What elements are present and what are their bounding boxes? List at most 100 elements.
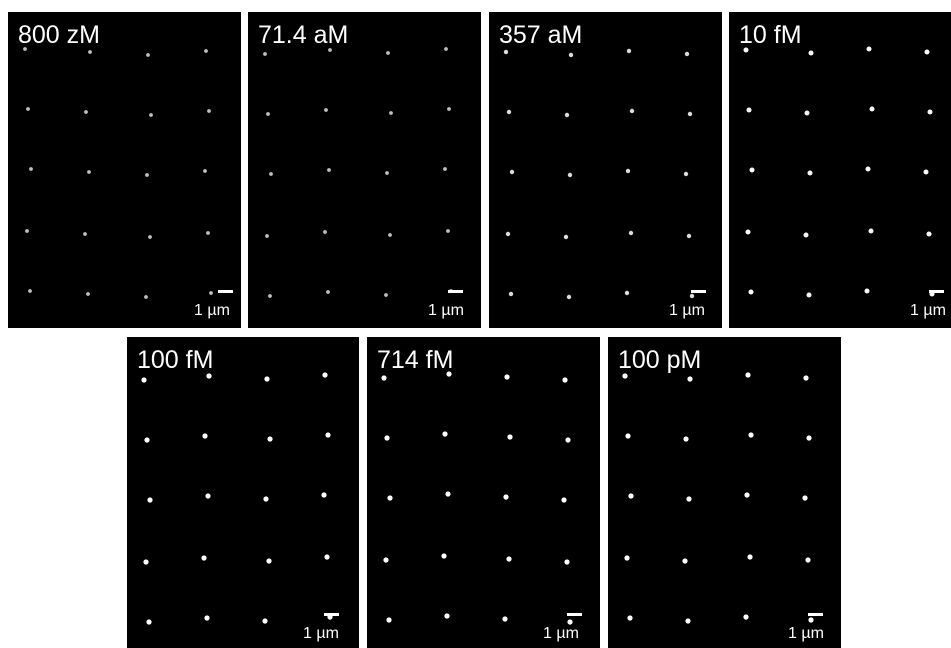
fluorescent-spot [263, 52, 267, 56]
fluorescent-spot [684, 51, 690, 57]
fluorescent-spot [384, 293, 388, 297]
fluorescent-spot [442, 431, 448, 437]
fluorescent-spot [268, 294, 272, 298]
fluorescent-spot [567, 172, 573, 178]
spot-array [381, 371, 573, 625]
fluorescent-spot [682, 558, 688, 564]
fluorescent-spot [86, 292, 90, 296]
fluorescent-spot [924, 49, 930, 55]
fluorescent-spot [806, 435, 812, 441]
fluorescent-spot [83, 232, 87, 236]
fluorescent-spot [803, 375, 809, 381]
fluorescent-spot [204, 49, 208, 53]
micrograph-panel-100-pm: 100 pM 1 µm [608, 337, 841, 648]
fluorescent-spot [683, 436, 689, 442]
fluorescent-spot [567, 619, 573, 625]
fluorescent-spot [747, 554, 753, 560]
fluorescent-spot [385, 171, 389, 175]
fluorescent-spot [144, 437, 150, 443]
fluorescent-spot [322, 372, 328, 378]
fluorescent-spot [141, 377, 147, 383]
fluorescent-spot [203, 169, 207, 173]
fluorescent-spot [266, 558, 272, 564]
fluorescent-spot [386, 617, 392, 623]
fluorescent-spot [803, 232, 809, 238]
fluorescent-spot [23, 47, 27, 51]
fluorescent-spot [562, 377, 568, 383]
fluorescent-spot [446, 229, 450, 233]
fluorescent-spot [808, 50, 814, 56]
fluorescent-spot [207, 109, 211, 113]
fluorescent-spot [323, 230, 327, 234]
fluorescent-spot [384, 435, 390, 441]
fluorescent-spot [564, 112, 570, 118]
fluorescent-spot [29, 167, 33, 171]
fluorescent-spot [381, 375, 387, 381]
fluorescent-spot [625, 168, 631, 174]
micrograph-panel-100-fm: 100 fM 1 µm [127, 337, 359, 648]
fluorescent-spot [686, 496, 692, 502]
fluorescent-spot [748, 432, 754, 438]
fluorescent-spot [508, 291, 514, 297]
scale-bar-label: 1 µm [303, 625, 339, 642]
fluorescent-spot [748, 289, 754, 295]
micrograph-panel-714-fm: 714 fM 1 µm [367, 337, 600, 648]
fluorescent-spot [686, 233, 692, 239]
micrograph-panel-800-zm: 800 zM 1 µm [8, 12, 241, 328]
scale-bar-label: 1 µm [788, 625, 824, 642]
scale-bar [448, 290, 463, 293]
fluorescent-spot [865, 166, 871, 172]
micrograph-panel-357-am: 357 aM 1 µm [489, 12, 722, 328]
fluorescent-spot [504, 374, 510, 380]
fluorescent-spot [327, 168, 331, 172]
concentration-label: 714 fM [377, 346, 454, 374]
fluorescent-spot [446, 371, 452, 377]
fluorescent-spot [744, 492, 750, 498]
fluorescent-spot [88, 50, 92, 54]
concentration-label: 357 aM [499, 21, 583, 49]
fluorescent-spot [146, 53, 150, 57]
fluorescent-spot [201, 555, 207, 561]
fluorescent-spot [506, 109, 512, 115]
fluorescent-spot [687, 111, 693, 117]
fluorescent-spot [441, 553, 447, 559]
fluorescent-spot [509, 169, 515, 175]
spot-array [622, 372, 814, 624]
concentration-label: 100 pM [618, 346, 702, 374]
fluorescent-spot [269, 172, 273, 176]
fluorescent-spot [206, 373, 212, 379]
fluorescent-spot [266, 112, 270, 116]
fluorescent-spot [745, 372, 751, 378]
scale-bar [567, 613, 582, 616]
fluorescent-spot [502, 616, 508, 622]
fluorescent-spot [443, 167, 447, 171]
scale-bar [218, 290, 233, 293]
fluorescent-spot [746, 107, 752, 113]
fluorescent-spot [626, 48, 632, 54]
fluorescent-spot [263, 496, 269, 502]
fluorescent-spot [749, 167, 755, 173]
fluorescent-spot [325, 432, 331, 438]
fluorescent-spot [806, 292, 812, 298]
fluorescent-spot [324, 108, 328, 112]
spot-array [503, 48, 695, 300]
fluorescent-spot [444, 613, 450, 619]
fluorescent-spot [802, 495, 808, 501]
fluorescent-spot [143, 559, 149, 565]
fluorescent-spot [445, 491, 451, 497]
fluorescent-spot [869, 106, 875, 112]
fluorescent-spot [145, 173, 149, 177]
fluorescent-spot [627, 615, 633, 621]
fluorescent-spot [324, 554, 330, 560]
fluorescent-spot [804, 110, 810, 116]
fluorescent-spot [144, 295, 148, 299]
fluorescent-spot [326, 290, 330, 294]
micrograph-panel-71-4-am: 71.4 aM 1 µm [248, 12, 481, 328]
fluorescent-spot [629, 108, 635, 114]
fluorescent-spot [864, 288, 870, 294]
fluorescent-spot [683, 171, 689, 177]
fluorescent-spot [264, 376, 270, 382]
fluorescent-spot [267, 436, 273, 442]
fluorescent-spot [743, 47, 749, 53]
fluorescent-spot [503, 494, 509, 500]
